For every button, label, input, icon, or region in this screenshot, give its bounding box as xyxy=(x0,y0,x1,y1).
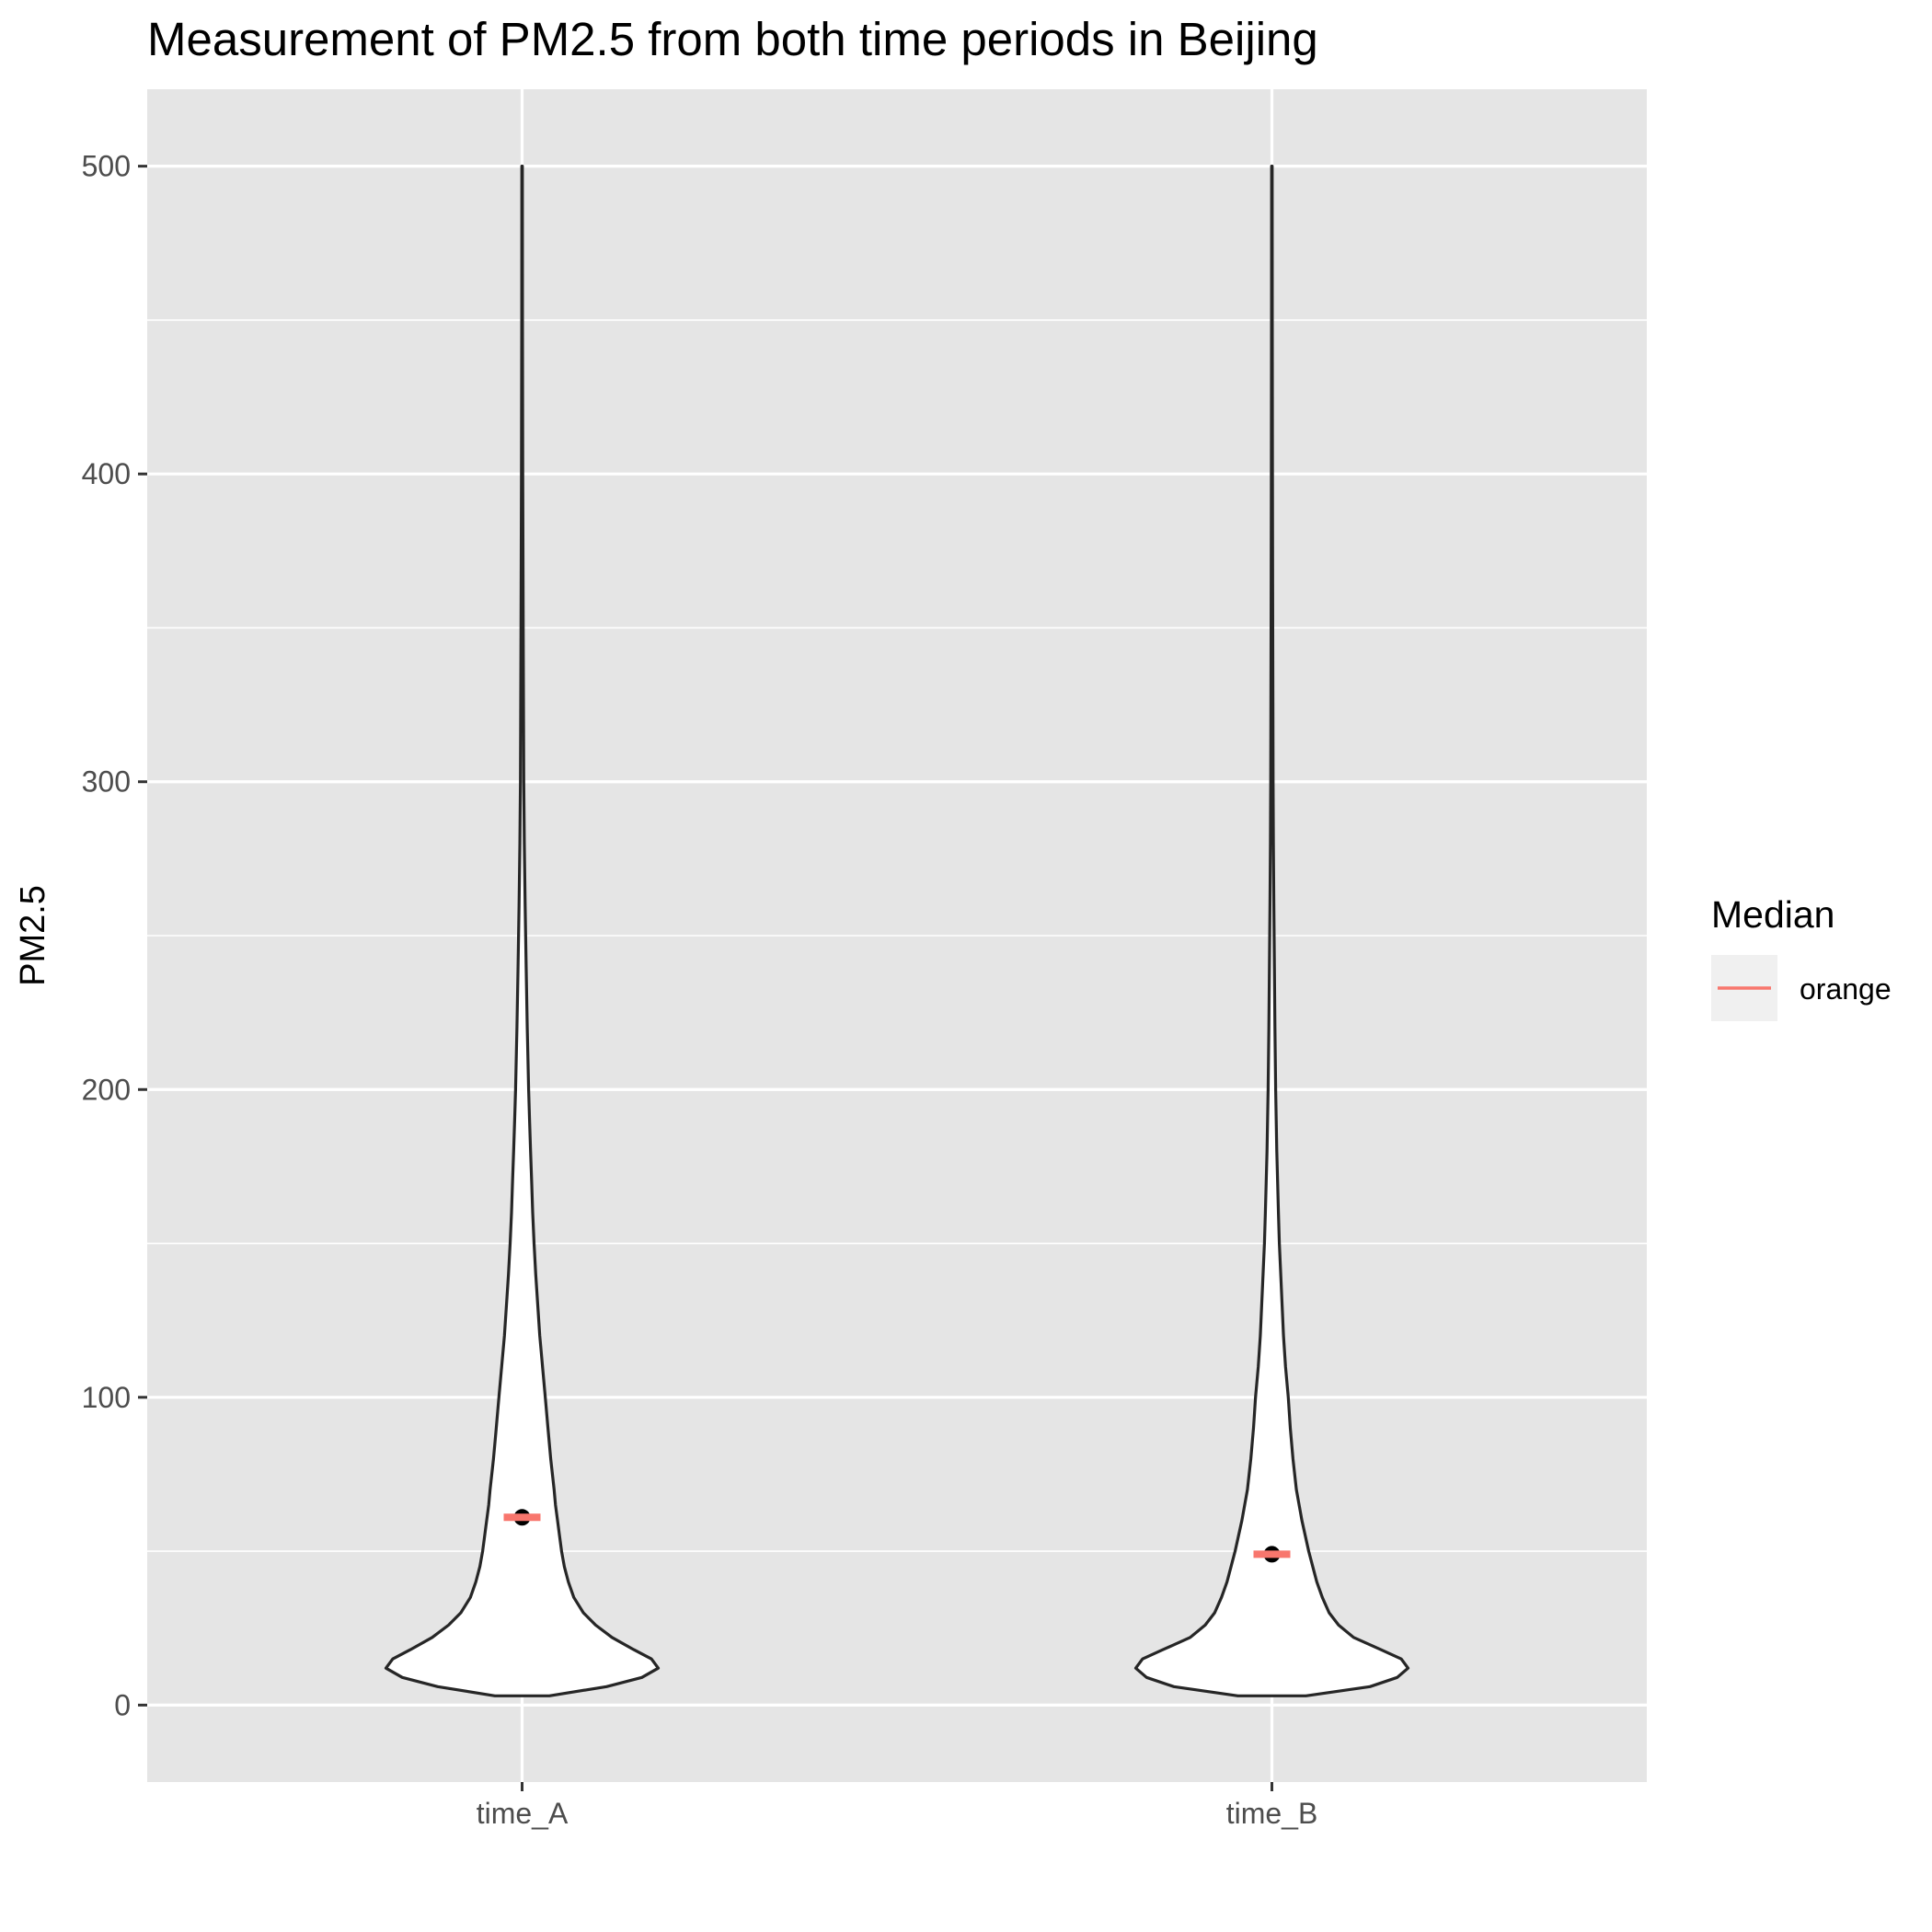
legend: Median orange xyxy=(1711,893,1892,1021)
y-tick-label: 300 xyxy=(82,765,131,799)
y-tick-label: 400 xyxy=(82,457,131,490)
y-tick-label: 100 xyxy=(82,1381,131,1414)
chart-title: Measurement of PM2.5 from both time peri… xyxy=(147,13,1318,65)
violin-time_B xyxy=(1133,165,1410,1697)
x-tick-label: time_B xyxy=(1226,1797,1318,1830)
y-tick-label: 200 xyxy=(82,1073,131,1106)
violin-time_A xyxy=(384,165,661,1697)
legend-label: orange xyxy=(1800,972,1892,1006)
y-tick-label: 500 xyxy=(82,150,131,183)
y-axis: 0 100 200 300 400 500 xyxy=(82,150,147,1721)
y-axis-title: PM2.5 xyxy=(14,885,52,986)
x-axis: time_A time_B xyxy=(477,1782,1318,1830)
legend-title: Median xyxy=(1711,893,1834,936)
y-tick-label: 0 xyxy=(114,1688,131,1721)
minor-gridlines xyxy=(147,319,1647,1552)
violins xyxy=(384,165,1410,1697)
x-tick-label: time_A xyxy=(477,1797,569,1830)
